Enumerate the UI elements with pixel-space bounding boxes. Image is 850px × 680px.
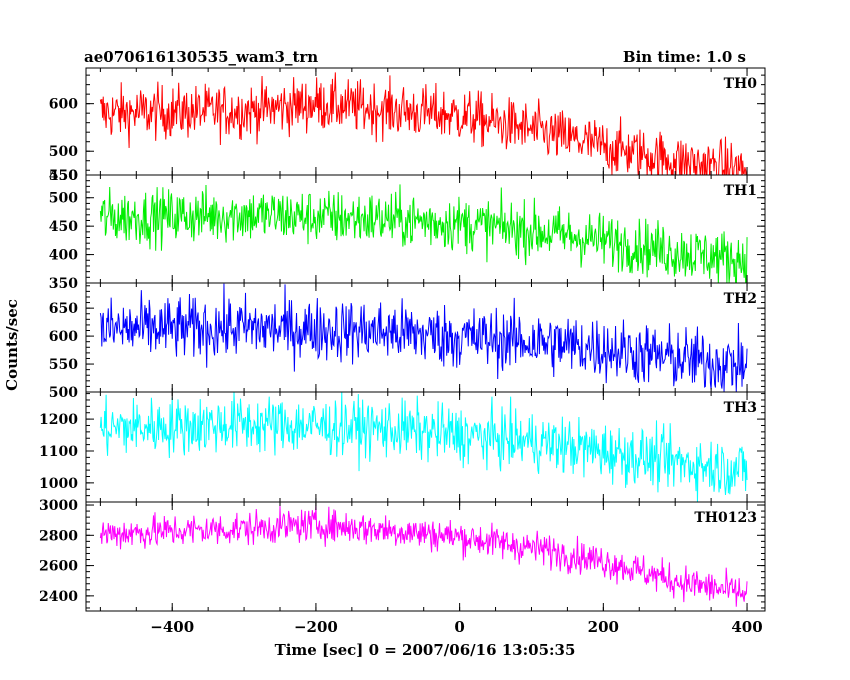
bin-time-label: Bin time: 1.0 s: [623, 48, 746, 66]
y-tick-label-extra: 550: [49, 168, 78, 184]
y-tick-label: 400: [49, 248, 78, 264]
y-tick-label: 2800: [39, 528, 78, 544]
x-tick-label: 200: [588, 618, 619, 636]
y-tick-label: 550: [49, 357, 78, 373]
panel-name-label: TH3: [724, 400, 757, 416]
y-tick-label: 3000: [39, 498, 78, 514]
panels-group: 500 600 450 TH0 350 400 450 500 550 TH1 500 550 600 6…: [39, 67, 766, 612]
x-tick-label: 0: [454, 618, 464, 636]
panel-th3: 1000 1100 1200 TH3: [39, 391, 766, 503]
y-axis-label: Counts/sec: [3, 299, 21, 391]
series-line-th0: [99, 72, 748, 175]
panel-frame: [85, 501, 766, 612]
x-axis-label: Time [sec] 0 = 2007/06/16 13:05:35: [275, 641, 576, 659]
series-line-th2: [99, 283, 748, 392]
y-tick-label: 1200: [39, 412, 78, 428]
x-tick-label: −400: [150, 618, 194, 636]
series-line-th0123: [99, 505, 748, 607]
series-line-th1: [99, 184, 748, 283]
panel-name-label: TH1: [724, 183, 757, 199]
y-tick-label: 500: [49, 191, 78, 207]
chart-title: ae070616130535_wam3_trn: [84, 48, 318, 66]
y-tick-label: 450: [49, 219, 78, 235]
y-tick-label-extra: 450: [49, 168, 78, 184]
y-tick-label: 2400: [39, 589, 78, 605]
y-tick-label: 2600: [39, 559, 78, 575]
panel-name-label: TH2: [724, 291, 757, 307]
panel-th0123: 2400 2600 2800 3000 TH0123: [39, 498, 766, 612]
panel-th2: 500 550 600 650 TH2: [49, 282, 766, 401]
y-tick-label: 650: [49, 301, 78, 317]
y-tick-label: 1000: [39, 476, 78, 492]
x-tick-label: 400: [731, 618, 762, 636]
panel-name-label: TH0: [724, 76, 758, 92]
y-tick-label: 1100: [39, 444, 78, 460]
panel-th0: 500 600 450 TH0: [49, 67, 766, 184]
series-line-th3: [99, 392, 748, 502]
y-tick-label: 500: [49, 385, 78, 401]
y-tick-label: 350: [49, 276, 78, 292]
y-tick-label: 600: [49, 329, 78, 345]
x-tick-label: −200: [294, 618, 338, 636]
panel-th1: 350 400 450 500 550 TH1: [49, 168, 766, 292]
x-axis: −400 −200 0 200 400: [150, 618, 762, 636]
y-tick-label: 600: [49, 97, 78, 113]
y-tick-label: 500: [49, 144, 78, 160]
panel-name-label: TH0123: [694, 510, 757, 526]
